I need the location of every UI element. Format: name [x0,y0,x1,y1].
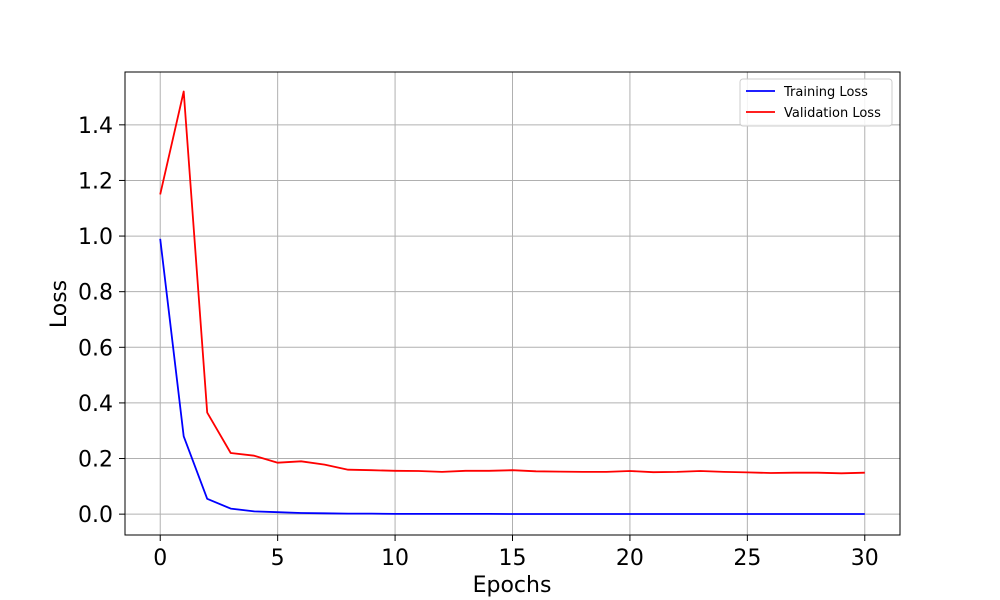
x-tick-label: 30 [851,546,879,571]
y-tick-label: 0.8 [78,281,113,306]
y-tick-label: 0.0 [78,503,113,528]
y-tick-label: 0.6 [78,336,113,361]
x-tick-label: 10 [381,546,409,571]
x-tick-label: 15 [499,546,527,571]
y-tick-label: 1.0 [78,225,113,250]
y-tick-label: 0.2 [78,448,113,473]
y-tick-label: 0.4 [78,392,113,417]
x-tick-label: 0 [153,546,167,571]
legend-label: Training Loss [783,85,868,100]
x-tick-label: 5 [271,546,285,571]
series-line-validation-loss [159,90,865,475]
x-axis-title: Epochs [473,573,552,598]
x-tick-label: 25 [733,546,761,571]
y-axis-title: Loss [47,280,72,328]
y-tick-label: 1.2 [78,169,113,194]
legend-label: Validation Loss [784,106,881,121]
legend: Training Loss Validation Loss [739,78,893,127]
axis-ticks: 0 5 10 15 20 25 30 0.0 0.2 0.4 0.6 0.8 1.0 1.2 1.4 [78,114,879,571]
legend-box [739,78,893,127]
x-tick-label: 20 [616,546,644,571]
y-tick-label: 1.4 [78,114,113,139]
series-lines [159,90,865,515]
series-line-training-loss [159,238,865,515]
